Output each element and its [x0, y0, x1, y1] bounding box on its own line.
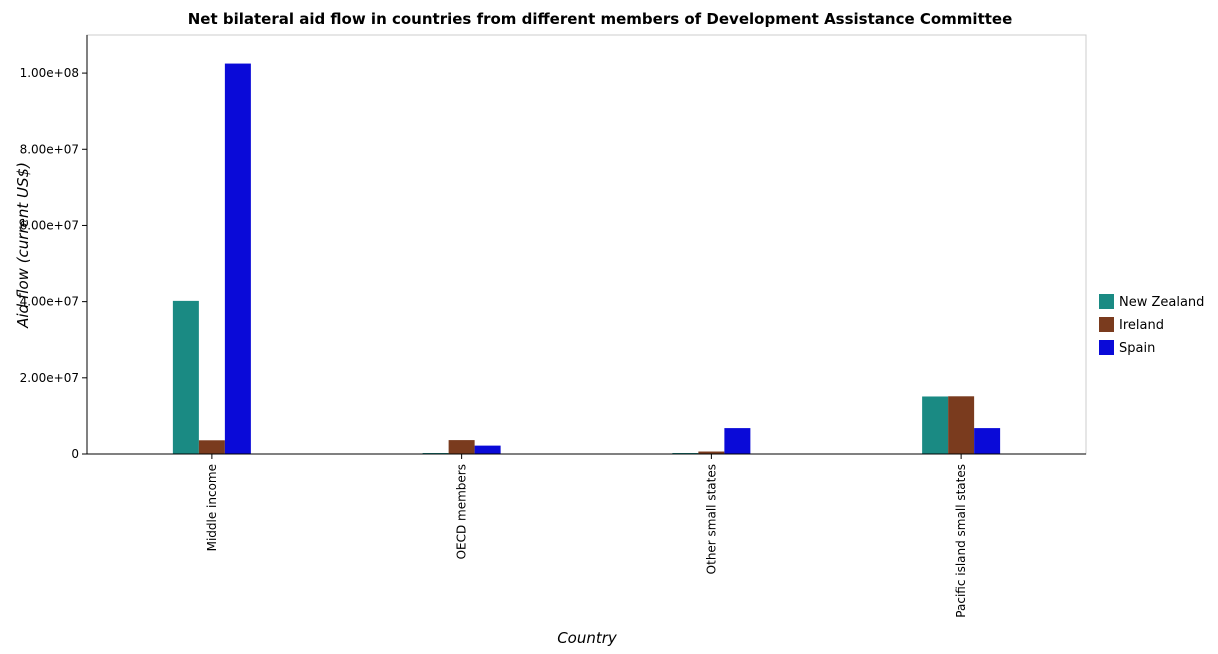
- y-axis-title: Aid flow (current US$): [14, 162, 32, 329]
- x-tick-label: OECD members: [455, 464, 469, 559]
- y-tick-label: 0: [71, 447, 79, 461]
- legend-swatch-spain: [1099, 340, 1114, 355]
- legend-label-new-zealand: New Zealand: [1119, 295, 1204, 310]
- axes-layer: Middle income OECD members Other small sta…: [20, 35, 1086, 618]
- bar-new-zealand-0: [172, 300, 199, 454]
- bar-ireland-2: [698, 451, 725, 454]
- bar-ireland-0: [198, 440, 225, 454]
- legend-swatch-ireland: [1099, 317, 1114, 332]
- x-tick-label: Pacific island small states: [954, 464, 968, 618]
- y-tick-label: 6.00e+07: [20, 218, 79, 232]
- bar-spain-1: [474, 445, 501, 454]
- x-axis-title: Country: [557, 629, 618, 647]
- y-tick-label: 1.00e+08: [20, 66, 79, 80]
- bar-spain-3: [974, 428, 1001, 454]
- legend-label-spain: Spain: [1119, 341, 1155, 356]
- chart-title: Net bilateral aid flow in countries from…: [188, 10, 1013, 28]
- bar-ireland-1: [448, 440, 475, 454]
- x-tick-label: Middle income: [205, 464, 219, 551]
- bars-layer: [172, 63, 1001, 455]
- bar-spain-0: [224, 63, 251, 455]
- legend-swatch-new-zealand: [1099, 294, 1114, 309]
- legend-label-ireland: Ireland: [1119, 318, 1164, 333]
- legend: New Zealand Ireland Spain: [1099, 294, 1204, 356]
- bar-ireland-3: [948, 396, 975, 454]
- y-tick-label: 2.00e+07: [20, 371, 79, 385]
- plot-area: [86, 34, 1087, 455]
- bar-spain-2: [724, 428, 751, 454]
- y-tick-label: 8.00e+07: [20, 142, 79, 156]
- x-tick-label: Other small states: [704, 464, 718, 574]
- bar-new-zealand-3: [922, 396, 949, 454]
- y-tick-label: 4.00e+07: [20, 295, 79, 309]
